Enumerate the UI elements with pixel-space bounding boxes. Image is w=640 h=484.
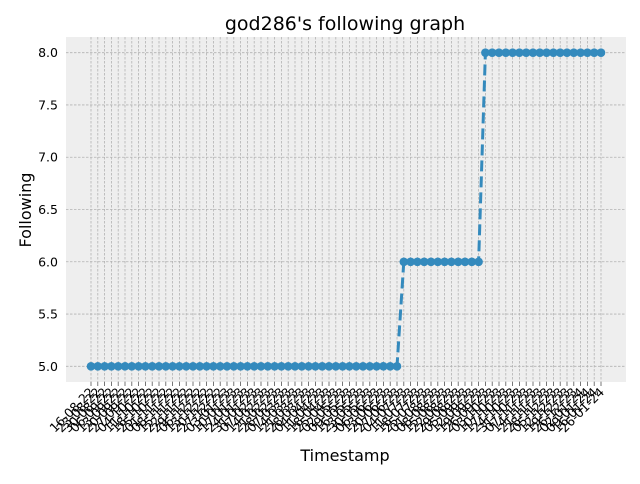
data-point [365,362,375,371]
data-point [555,48,565,57]
data-point [487,48,497,57]
data-point [324,362,334,371]
y-axis-label: Following [16,173,35,248]
y-tick-label: 5.0 [38,359,58,374]
series-layer [86,48,606,371]
data-point [283,362,293,371]
data-point [147,362,157,371]
data-point [120,362,130,371]
y-tick-label: 7.5 [38,97,58,112]
data-point [304,362,313,371]
data-point [188,362,198,371]
data-point [535,48,545,57]
data-point [175,362,184,371]
data-point [209,362,218,371]
data-point [338,362,347,371]
data-point [86,362,96,371]
data-point [576,48,585,57]
data-point [236,362,245,371]
data-point [290,362,300,371]
data-point [494,48,504,57]
data-point [277,362,286,371]
data-point [508,48,517,57]
data-point [501,48,511,57]
data-point [596,48,606,57]
data-point [542,48,551,57]
data-point [433,257,443,267]
data-point [406,257,415,267]
data-point [521,48,531,57]
data-point [515,48,524,57]
data-point [256,362,266,371]
data-point [358,362,368,371]
data-point [460,257,470,267]
y-tick-label: 6.5 [38,202,58,217]
data-point [419,257,429,267]
chart-title: god286's following graph [225,13,465,35]
data-point [270,362,279,371]
y-tick-label: 7.0 [38,150,58,165]
y-tick-label: 6.0 [38,254,58,269]
data-point [372,362,381,371]
data-point [528,48,538,57]
data-point [413,257,422,267]
data-point [447,257,456,267]
data-point [385,362,395,371]
data-point [297,362,307,371]
data-point [549,48,558,57]
data-point [311,362,320,371]
x-axis-label: Timestamp [299,446,389,465]
data-point [243,362,252,371]
data-point [195,362,205,371]
y-ticks: 5.0 5.5 6.0 6.5 7.0 7.5 8.0 [38,45,58,374]
data-point [379,362,388,371]
data-point [107,362,116,371]
data-point [562,48,572,57]
data-point [168,362,177,371]
data-point [141,362,150,371]
data-point [474,257,483,267]
data-point [351,362,361,371]
data-point [127,362,137,371]
data-point [215,362,225,371]
data-point [249,362,259,371]
data-point [113,362,123,371]
data-point [583,48,592,57]
data-point [317,362,327,371]
data-point [202,362,211,371]
data-point [181,362,191,371]
data-point [134,362,143,371]
data-point [161,362,171,371]
x-ticks: 16-08-2223-08-2230-08-2206-09-2213-09-22… [46,382,607,435]
data-point [263,362,273,371]
y-tick-label: 8.0 [38,45,58,60]
data-point [331,362,341,371]
y-tick-label: 5.5 [38,307,58,322]
data-point [93,362,103,371]
data-point [100,362,109,371]
data-point [440,257,449,267]
data-point [222,362,232,371]
data-point [569,48,579,57]
data-point [453,257,463,267]
data-point [467,257,477,267]
data-point [481,48,490,57]
data-point [426,257,436,267]
data-point [345,362,354,371]
data-point [229,362,239,371]
data-point [399,257,409,267]
data-point [589,48,599,57]
data-point [154,362,164,371]
data-point [392,362,402,371]
